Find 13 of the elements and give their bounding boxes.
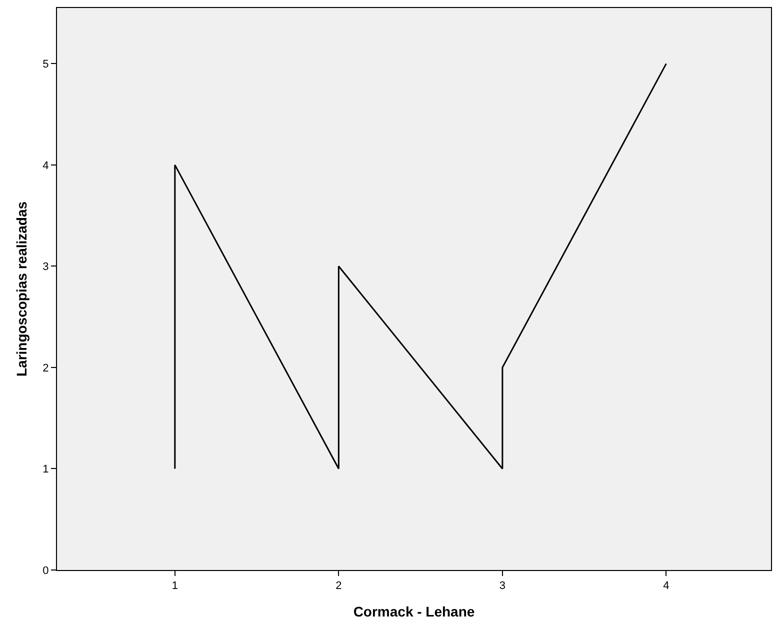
y-axis-title: Laringoscopias realizadas [13,201,30,377]
x-axis-title: Cormack - Lehane [353,604,475,620]
y-tick-label: 0 [42,564,49,577]
x-tick-label: 4 [663,580,670,592]
x-tick-label: 3 [499,580,506,592]
y-tick-label: 5 [42,58,49,71]
y-tick-label: 1 [42,464,49,476]
y-tick-label: 2 [42,362,49,374]
x-tick-label: 1 [172,580,178,592]
line-series [174,62,667,470]
y-tick-label: 3 [42,261,49,274]
x-tick-label: 2 [336,580,342,592]
y-tick-label: 4 [42,160,49,172]
